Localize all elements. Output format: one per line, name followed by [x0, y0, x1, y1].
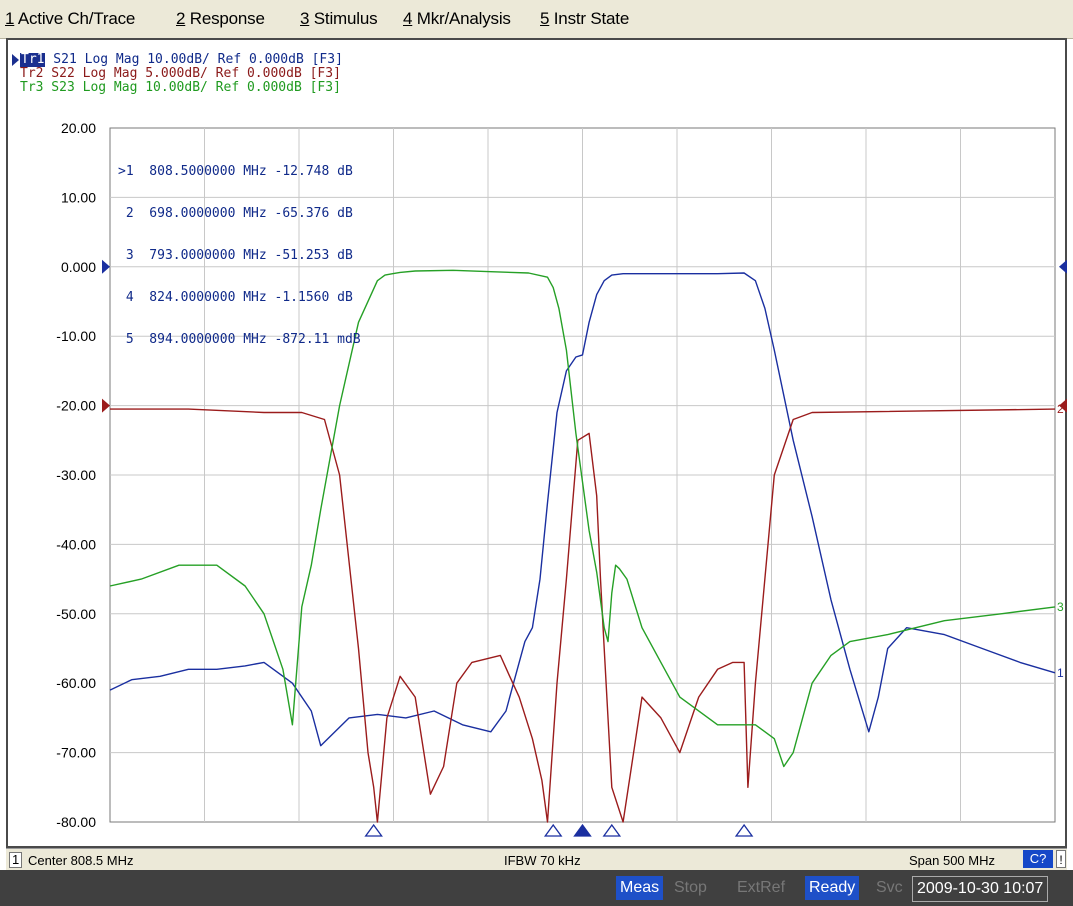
y-tick-label: 0.000 [61, 259, 96, 275]
warning-indicator: ! [1056, 850, 1066, 868]
trace-2-settings: S22 Log Mag 5.000dB/ Ref 0.000dB [F3] [43, 66, 341, 81]
marker-3-triangle-icon[interactable] [543, 823, 563, 837]
menu-active-ch-trace[interactable]: 1 Active Ch/Trace [5, 9, 136, 28]
ref-level-arrow-icon [102, 398, 110, 413]
menu-mkr-analysis[interactable]: 4 Mkr/Analysis [403, 9, 511, 28]
extref-indicator: ExtRef [737, 879, 786, 896]
marker-readout-table: >1 808.5000000 MHz -12.748 dB 2 698.0000… [118, 137, 361, 361]
span-value[interactable]: Span 500 MHz [909, 853, 995, 868]
y-tick-label: -10.00 [56, 328, 96, 344]
marker-5-triangle-icon[interactable] [734, 823, 754, 837]
trace-3-header[interactable]: Tr3 S23 Log Mag 10.00dB/ Ref 0.000dB [F3… [12, 81, 341, 95]
y-tick-label: -50.00 [56, 606, 96, 622]
channel-status-bar: 1 Center 808.5 MHz IFBW 70 kHz Span 500 … [6, 848, 1067, 871]
menu-bar: 1 Active Ch/Trace 2 Response 3 Stimulus … [0, 0, 1073, 39]
trace-end-label: 1 [1057, 666, 1064, 680]
meas-indicator: Meas [616, 876, 664, 900]
marker-readout-row: 5 894.0000000 MHz -872.11 mdB [118, 332, 361, 347]
stop-indicator: Stop [674, 879, 707, 896]
y-tick-label: -20.00 [56, 398, 96, 414]
y-tick-label: 10.00 [61, 189, 96, 205]
center-frequency[interactable]: Center 808.5 MHz [28, 853, 134, 868]
y-tick-label: -40.00 [56, 536, 96, 552]
y-tick-label: -30.00 [56, 467, 96, 483]
y-tick-label: -70.00 [56, 745, 96, 761]
y-tick-label: 20.00 [61, 120, 96, 136]
channel-number[interactable]: 1 [9, 852, 23, 868]
marker-readout-row: 4 824.0000000 MHz -1.1560 dB [118, 290, 353, 305]
ref-level-arrow-icon [1059, 398, 1067, 413]
trace-line-tr3[interactable] [109, 269, 1056, 768]
trace-2-header[interactable]: Tr2 S22 Log Mag 5.000dB/ Ref 0.000dB [F3… [12, 67, 341, 81]
trace-2-tag[interactable]: Tr2 [20, 66, 44, 81]
trace-3-tag[interactable]: Tr3 [20, 80, 44, 95]
trace-chart[interactable]: 20.00 10.00 0.000 -10.00 -20.00 -30.00 -40.00 -… [0, 40, 1073, 848]
ifbw-value[interactable]: IFBW 70 kHz [504, 853, 581, 868]
trace-line-tr1[interactable] [109, 272, 1056, 747]
marker-readout-row: 3 793.0000000 MHz -51.253 dB [118, 248, 353, 263]
active-trace-arrow-icon [12, 53, 19, 66]
menu-response[interactable]: 2 Response [176, 9, 265, 28]
trace-end-label: 2 [1057, 402, 1064, 416]
marker-readout-row: 2 698.0000000 MHz -65.376 dB [118, 206, 353, 221]
menu-stimulus[interactable]: 3 Stimulus [300, 9, 378, 28]
svc-indicator: Svc [876, 879, 903, 896]
trace-end-label: 3 [1057, 600, 1064, 614]
date-time-display: 2009-10-30 10:07 [912, 876, 1049, 902]
marker-readout-row: >1 808.5000000 MHz -12.748 dB [118, 164, 353, 179]
ready-indicator: Ready [805, 876, 860, 900]
trace-1-tag[interactable]: Tr1 [20, 52, 46, 67]
instrument-status-bar: Meas Stop ExtRef Ready Svc 2009-10-30 10… [0, 870, 1073, 906]
ref-level-arrow-icon [1059, 259, 1067, 274]
y-tick-label: -80.00 [56, 814, 96, 830]
ref-level-arrow-icon [102, 259, 110, 274]
marker-4-triangle-icon[interactable] [602, 823, 622, 837]
trace-line-tr2[interactable] [110, 408, 1056, 823]
marker-1-triangle-icon[interactable] [573, 823, 592, 837]
trace-1-header[interactable]: Tr1 S21 Log Mag 10.00dB/ Ref 0.000dB [F3… [12, 53, 343, 67]
trace-3-settings: S23 Log Mag 10.00dB/ Ref 0.000dB [F3] [43, 80, 341, 95]
marker-2-triangle-icon[interactable] [364, 823, 383, 837]
trace-1-settings: S21 Log Mag 10.00dB/ Ref 0.000dB [F3] [45, 52, 343, 67]
menu-instr-state[interactable]: 5 Instr State [540, 9, 630, 28]
y-tick-label: -60.00 [56, 675, 96, 691]
calibration-status-badge[interactable]: C? [1023, 850, 1053, 868]
